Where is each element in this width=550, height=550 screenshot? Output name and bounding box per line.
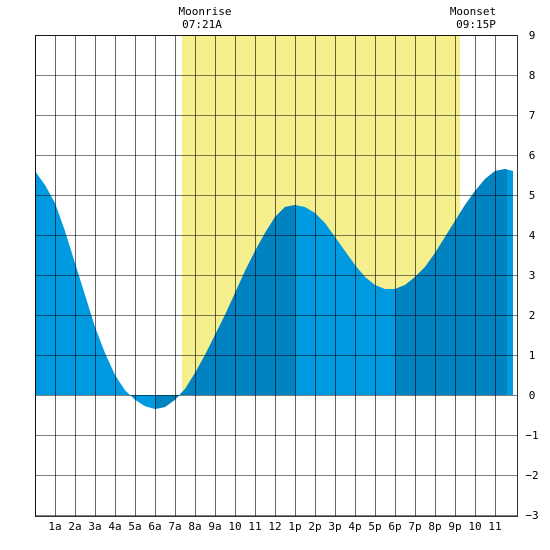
y-tick-label: 8: [529, 69, 536, 82]
x-axis-labels: 1a 2a 3a 4a 5a 6a 7a 8a 9a 10 11 12 1p 2p 3p 4p 5p 6p 7p 8p…: [48, 520, 501, 533]
x-tick-label: 7p: [408, 520, 421, 533]
y-tick-label: 5: [529, 189, 536, 202]
y-tick-label: −1: [525, 429, 538, 442]
y-tick-label: 4: [529, 229, 536, 242]
x-tick-label: 2p: [308, 520, 321, 533]
y-tick-label: −2: [525, 469, 538, 482]
moon-header: Moonrise 07:21A Moonset 09:15P: [179, 5, 497, 31]
tide-area-dark-band: [155, 205, 295, 409]
tide-area-dark-band: [395, 169, 507, 395]
x-tick-label: 6p: [388, 520, 401, 533]
y-tick-label: 9: [529, 29, 536, 42]
y-tick-label: 0: [529, 389, 536, 402]
x-tick-label: 4a: [108, 520, 121, 533]
x-tick-label: 9p: [448, 520, 461, 533]
y-tick-label: 2: [529, 309, 536, 322]
x-tick-label: 12: [268, 520, 281, 533]
plot-frame: [35, 35, 518, 517]
x-tick-label: 2a: [68, 520, 81, 533]
x-tick-label: 5p: [368, 520, 381, 533]
y-tick-label: 3: [529, 269, 536, 282]
x-tick-label: 8a: [188, 520, 201, 533]
x-tick-label: 3a: [88, 520, 101, 533]
moonrise-time: 07:21A: [182, 18, 222, 31]
grid-layer: [35, 35, 518, 517]
y-tick-label: 7: [529, 109, 536, 122]
x-tick-label: 11: [248, 520, 261, 533]
y-tick-label: 6: [529, 149, 536, 162]
y-tick-label: −3: [525, 509, 538, 522]
x-tick-label: 4p: [348, 520, 361, 533]
y-axis-labels: −3 −2 −1 0 1 2 3 4 5 6 7 8 9: [525, 29, 538, 522]
x-tick-label: 5a: [128, 520, 141, 533]
tide-area-layer: [35, 169, 513, 409]
x-tick-label: 10: [468, 520, 481, 533]
x-tick-label: 8p: [428, 520, 441, 533]
x-tick-label: 10: [228, 520, 241, 533]
moonset-label: Moonset: [450, 5, 496, 18]
x-tick-label: 1p: [288, 520, 301, 533]
x-tick-label: 3p: [328, 520, 341, 533]
x-tick-label: 7a: [168, 520, 181, 533]
y-tick-label: 1: [529, 349, 536, 362]
moonrise-label: Moonrise: [179, 5, 232, 18]
x-tick-label: 6a: [148, 520, 161, 533]
x-tick-label: 9a: [208, 520, 221, 533]
x-tick-label: 1a: [48, 520, 61, 533]
x-tick-label: 11: [488, 520, 501, 533]
moonset-time: 09:15P: [456, 18, 496, 31]
